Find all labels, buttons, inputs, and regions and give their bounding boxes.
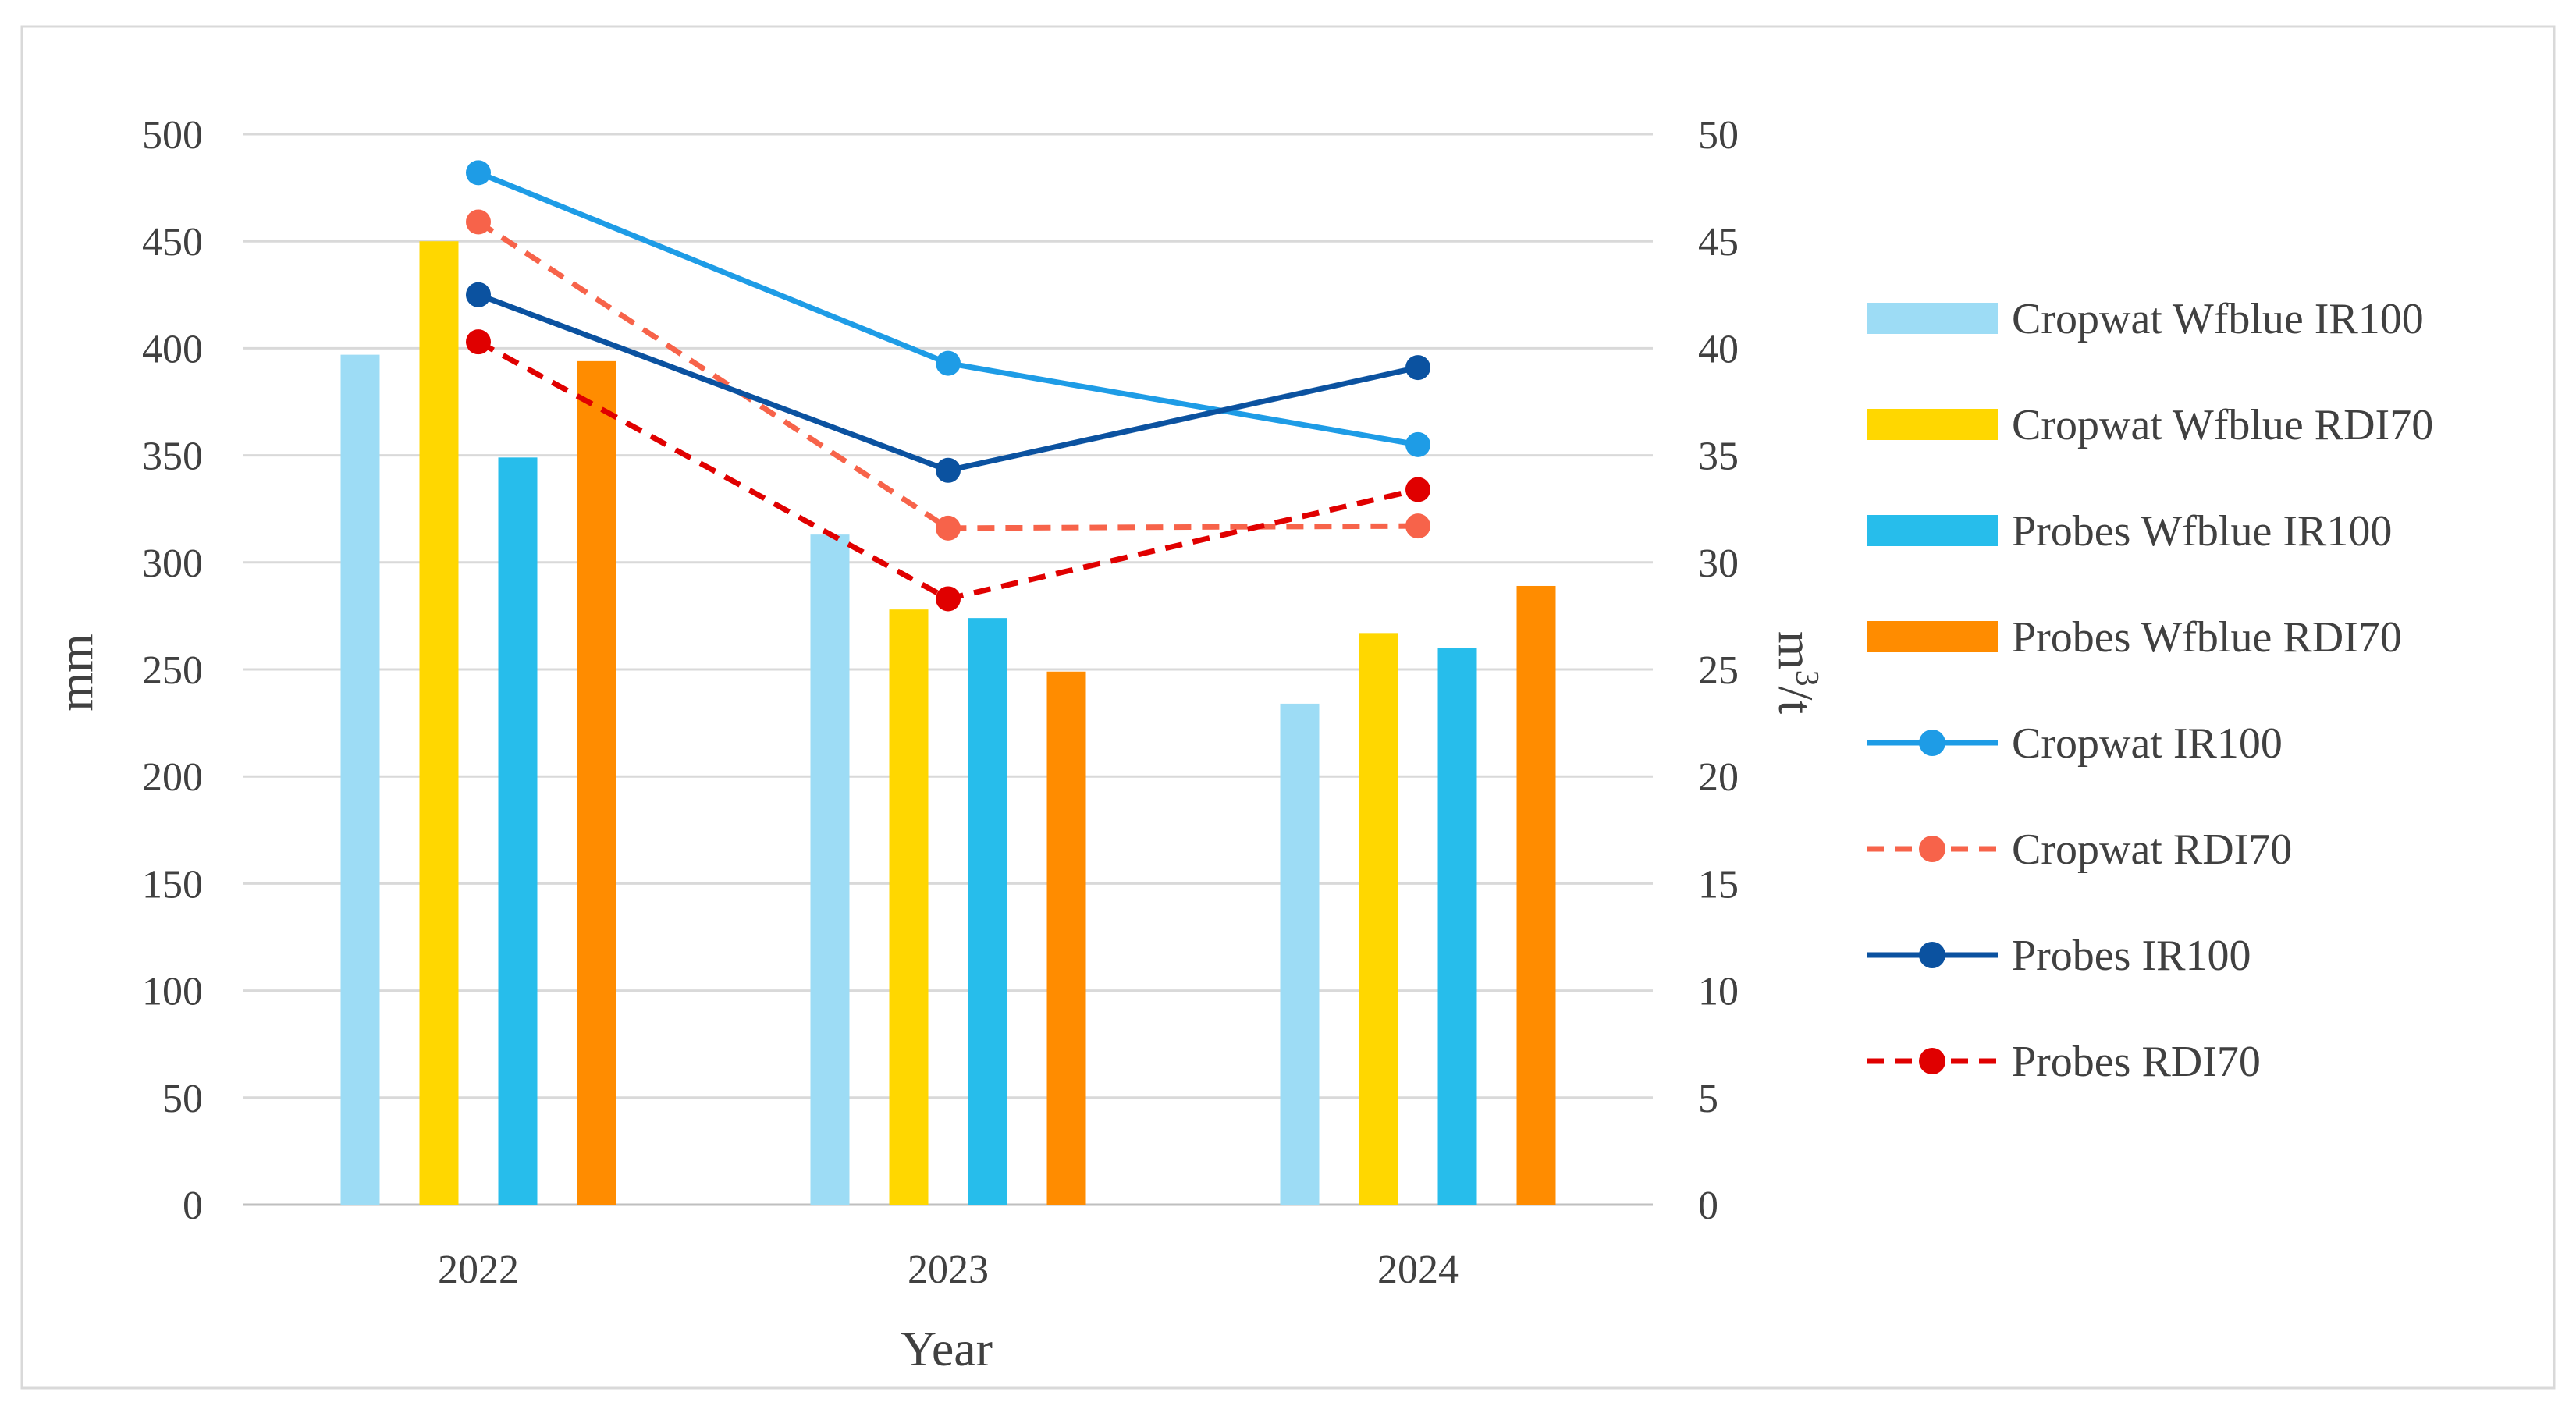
y-tick-label: 450 — [142, 220, 203, 264]
legend-marker — [1919, 942, 1945, 968]
bar — [1046, 671, 1086, 1205]
data-point — [1405, 513, 1430, 539]
y-tick-label: 200 — [142, 755, 203, 800]
legend-label: Probes Wfblue IR100 — [2012, 507, 2392, 556]
legend-marker — [1919, 730, 1945, 756]
data-point — [466, 329, 491, 355]
data-point — [1405, 355, 1430, 381]
bar — [577, 360, 616, 1205]
lines — [466, 160, 1430, 612]
y2-tick-label: 25 — [1698, 648, 1739, 693]
y2-axis-title: m3/t — [1768, 631, 1825, 715]
legend-label: Cropwat RDI70 — [2012, 825, 2292, 874]
legend-label: Cropwat Wfblue IR100 — [2012, 295, 2424, 343]
data-point — [936, 350, 961, 376]
legend-swatch — [1867, 303, 1998, 334]
bar — [1280, 703, 1320, 1205]
data-point — [466, 160, 491, 186]
y2-tick-label: 5 — [1698, 1077, 1718, 1121]
data-point — [1405, 477, 1430, 502]
y-tick-label: 100 — [142, 970, 203, 1014]
legend-label: Cropwat IR100 — [2012, 719, 2283, 768]
y2-tick-label: 50 — [1698, 113, 1739, 158]
data-point — [936, 586, 961, 612]
bar — [968, 618, 1007, 1205]
y-tick-label: 300 — [142, 541, 203, 586]
y2-tick-label: 0 — [1698, 1184, 1718, 1228]
legend-label: Probes RDI70 — [2012, 1038, 2261, 1086]
data-point — [936, 515, 961, 541]
y2-tick-label: 45 — [1698, 220, 1739, 264]
y-tick-label: 500 — [142, 113, 203, 158]
y2-axis-title-base: m — [1768, 631, 1824, 670]
legend-label: Probes IR100 — [2012, 932, 2251, 980]
y-tick-label: 150 — [142, 862, 203, 907]
y2-axis-title-sup: 3 — [1789, 670, 1825, 687]
x-tick-label: 2024 — [1377, 1248, 1459, 1292]
data-point — [466, 282, 491, 307]
x-axis-title: Year — [901, 1321, 993, 1376]
y-axis-title: mm — [48, 634, 103, 712]
bar — [498, 457, 538, 1205]
data-point — [1405, 431, 1430, 457]
y-tick-label: 0 — [183, 1184, 203, 1228]
bar — [340, 354, 380, 1205]
legend-swatch — [1867, 621, 1998, 652]
y2-tick-label: 40 — [1698, 327, 1739, 371]
y2-tick-label: 35 — [1698, 435, 1739, 479]
data-point — [466, 209, 491, 235]
y2-tick-label: 15 — [1698, 862, 1739, 907]
y-tick-label: 400 — [142, 327, 203, 371]
bars — [340, 241, 1556, 1205]
legend-marker — [1919, 1048, 1945, 1074]
y-tick-label: 50 — [162, 1077, 203, 1121]
y-tick-label: 350 — [142, 435, 203, 479]
legend-swatch — [1867, 409, 1998, 440]
y2-tick-label: 10 — [1698, 970, 1739, 1014]
bar — [810, 534, 850, 1205]
legend-label: Cropwat Wfblue RDI70 — [2012, 401, 2433, 449]
bar — [419, 241, 459, 1205]
axes: Year mm m3/t 050100150200250300350400450… — [48, 113, 1825, 1376]
bar — [889, 609, 929, 1205]
bar — [1437, 648, 1477, 1205]
x-tick-label: 2022 — [438, 1248, 519, 1292]
legend-label: Probes Wfblue RDI70 — [2012, 613, 2402, 662]
legend: Cropwat Wfblue IR100 Cropwat Wfblue RDI70… — [1867, 295, 2433, 1086]
y2-axis-title-tail: /t — [1768, 687, 1824, 715]
data-point — [936, 457, 961, 483]
bar — [1516, 585, 1556, 1205]
x-tick-label: 2023 — [908, 1248, 989, 1292]
legend-marker — [1919, 836, 1945, 862]
y-tick-label: 250 — [142, 648, 203, 693]
y2-tick-label: 30 — [1698, 541, 1739, 586]
legend-swatch — [1867, 515, 1998, 546]
bar — [1359, 633, 1398, 1205]
y2-tick-label: 20 — [1698, 755, 1739, 800]
